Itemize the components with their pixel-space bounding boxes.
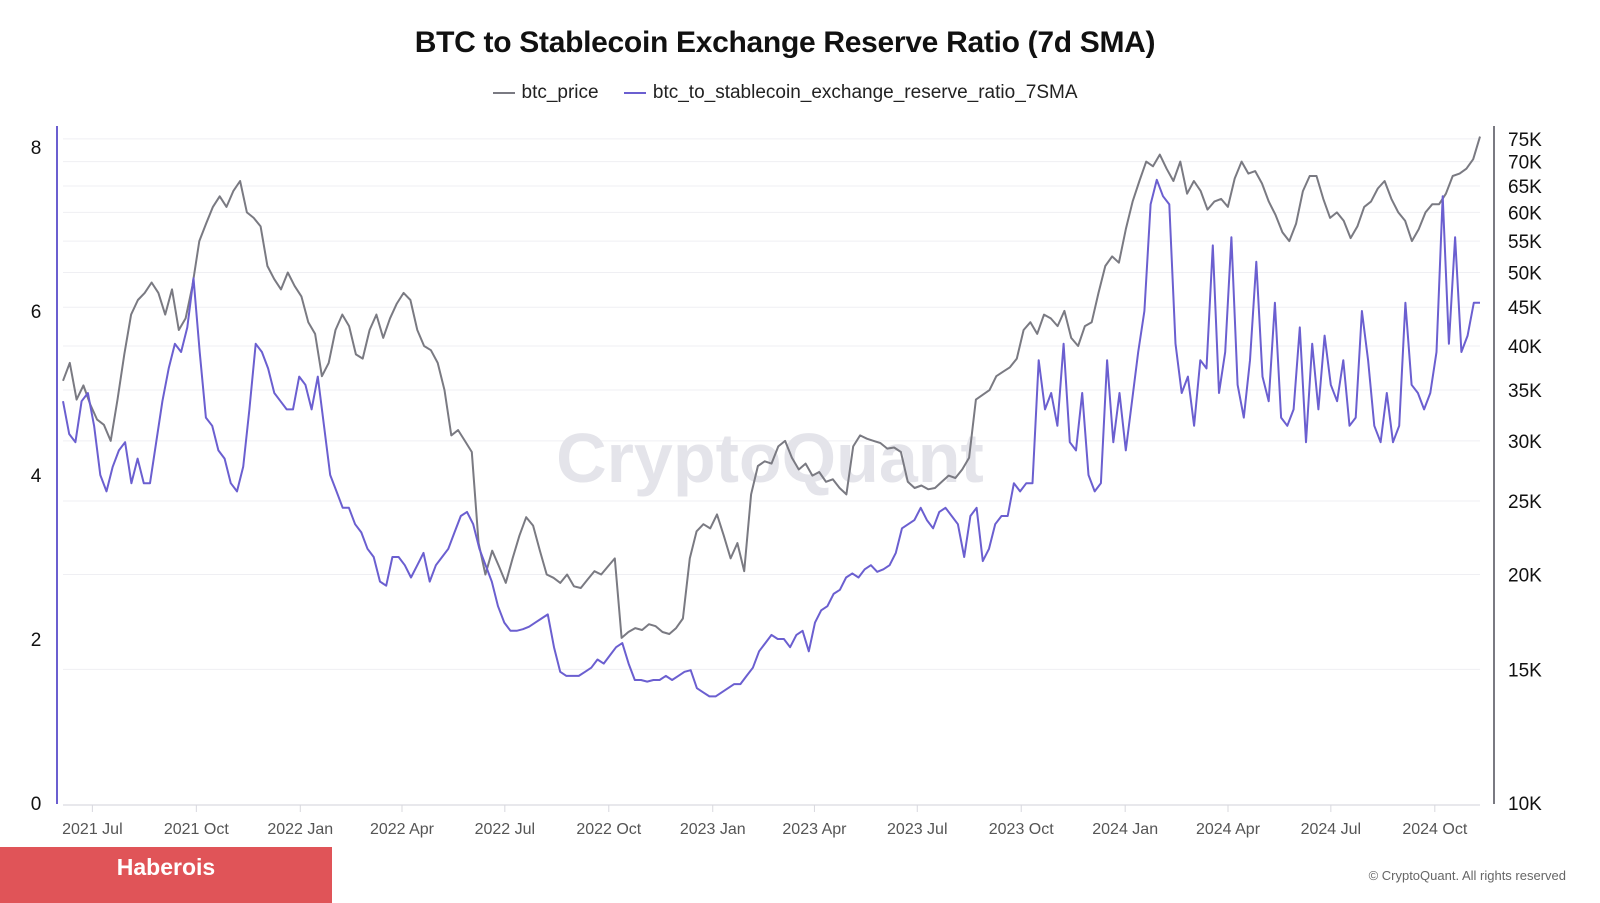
legend-label-reserve-ratio: btc_to_stablecoin_exchange_reserve_ratio…: [652, 82, 1078, 103]
x-tick-label: 2021 Jul: [62, 821, 123, 838]
y-right-tick-label: 30K: [1508, 432, 1542, 453]
x-tick-label: 2022 Jan: [267, 821, 333, 838]
legend-label-btc-price: btc_price: [521, 82, 599, 103]
legend-item-btc-price[interactable]: btc_price: [492, 82, 599, 104]
y-right-tick-label: 50K: [1508, 263, 1542, 284]
x-tick-label: 2023 Apr: [782, 821, 847, 838]
y-right-tick-label: 65K: [1508, 177, 1542, 198]
y-right-tick-label: 15K: [1508, 660, 1542, 681]
y-right-tick-label: 70K: [1508, 153, 1542, 174]
brand-banner: Haberois: [0, 847, 332, 903]
x-tick-label: 2022 Jul: [475, 821, 536, 838]
legend-swatch-reserve-ratio: [623, 92, 646, 94]
x-axis-ticks: 2021 Jul 2021 Oct 2022 Jan 2022 Apr 2022 Jul…: [62, 805, 1468, 838]
series-group: [62, 136, 1481, 698]
y-right-tick-label: 20K: [1508, 566, 1542, 587]
x-tick-label: 2024 Jan: [1092, 821, 1158, 838]
chart-title: BTC to Stablecoin Exchange Reserve Ratio…: [414, 26, 1156, 59]
x-tick-label: 2024 Oct: [1402, 821, 1467, 838]
y-left-tick-label: 2: [31, 630, 42, 651]
x-tick-label: 2022 Apr: [370, 821, 435, 838]
y-right-axis-ticks: 10K 15K 20K 25K 30K 35K 40K 45K 50K 55K 60K 65K 70K7…: [1508, 130, 1542, 815]
y-left-tick-label: 0: [31, 794, 42, 815]
x-tick-label: 2021 Oct: [164, 821, 229, 838]
x-tick-label: 2023 Jan: [680, 821, 746, 838]
y-left-tick-label: 6: [31, 302, 42, 323]
brand-label: Haberois: [116, 854, 216, 880]
series-line-btc-price: [62, 136, 1481, 639]
watermark: CryptoQuant: [556, 419, 984, 497]
y-right-tick-label: 45K: [1508, 298, 1542, 319]
y-right-tick-label: 60K: [1508, 203, 1542, 224]
y-left-tick-label: 4: [31, 466, 42, 487]
y-right-tick-label: 40K: [1508, 337, 1542, 358]
y-right-tick-label: 55K: [1508, 232, 1542, 253]
legend: btc_price btc_to_stablecoin_exchange_res…: [0, 78, 1570, 104]
legend-item-reserve-ratio[interactable]: btc_to_stablecoin_exchange_reserve_ratio…: [623, 82, 1078, 104]
legend-swatch-btc-price: [492, 92, 515, 94]
x-tick-label: 2024 Jul: [1301, 821, 1362, 838]
x-tick-label: 2024 Apr: [1196, 821, 1261, 838]
x-tick-label: 2022 Oct: [576, 821, 641, 838]
y-right-tick-label: 25K: [1508, 492, 1542, 513]
series-line-reserve-ratio: [62, 178, 1480, 698]
y-right-tick-label: 75K: [1508, 130, 1542, 151]
y-left-axis-ticks: 0 2 4 6 8: [31, 138, 42, 815]
x-tick-label: 2023 Oct: [989, 821, 1054, 838]
y-right-tick-label: 10K: [1508, 794, 1542, 815]
gridlines: [63, 138, 1480, 670]
copyright-text: © CryptoQuant. All rights reserved: [1368, 868, 1566, 883]
y-right-tick-label: 35K: [1508, 381, 1542, 402]
x-tick-label: 2023 Jul: [887, 821, 948, 838]
y-left-tick-label: 8: [31, 138, 42, 159]
